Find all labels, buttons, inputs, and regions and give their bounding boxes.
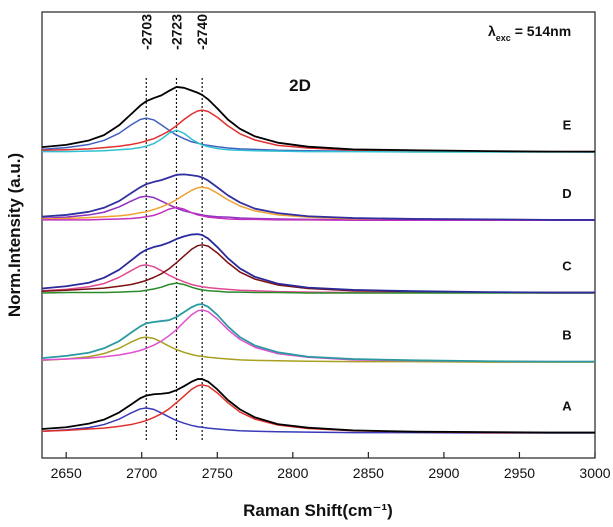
fit-component-line: [42, 129, 595, 153]
spectrum-line: [41, 86, 595, 153]
x-tick-label: 2950: [504, 465, 535, 481]
x-tick-label: 2800: [277, 465, 308, 481]
fit-component-line: [42, 206, 595, 222]
fit-component-line: [41, 282, 595, 294]
x-tick-label: 2850: [353, 465, 384, 481]
fit-component-line: [41, 109, 595, 153]
spectrum-line: [41, 378, 595, 434]
y-axis-label: Norm.Intensity (a.u.): [5, 153, 24, 317]
spectrum-label: E: [563, 118, 572, 133]
x-tick-label: 2750: [202, 465, 233, 481]
spectrum-label: C: [562, 259, 572, 274]
fit-component-line: [41, 244, 595, 294]
excitation-subscript: exc: [496, 33, 511, 43]
reference-label: -2723: [168, 14, 184, 50]
band-annotation: 2D: [289, 76, 311, 95]
fit-component-line: [41, 309, 595, 363]
reference-label: -2740: [194, 14, 210, 50]
excitation-symbol: λ: [488, 23, 496, 39]
x-tick-label: 2650: [51, 465, 82, 481]
spectrum-label: B: [562, 328, 571, 343]
reference-label: -2703: [138, 14, 154, 50]
spectrum-line: [41, 233, 595, 294]
fit-component-line: [41, 407, 595, 434]
x-tick-label: 3000: [579, 465, 610, 481]
plot-frame: [41, 11, 596, 459]
x-tick-label: 2700: [126, 465, 157, 481]
excitation-label: λexc = 514nm: [488, 23, 571, 43]
x-tick-label: 2900: [428, 465, 459, 481]
spectrum-label: D: [562, 186, 571, 201]
excitation-text: = 514nm: [511, 23, 571, 39]
spectrum-line: [41, 173, 595, 221]
x-axis-label: Raman Shift(cm⁻¹): [243, 501, 393, 520]
fit-component-line: [41, 336, 595, 363]
spectrum-line: [41, 303, 595, 363]
spectrum-label: A: [562, 399, 572, 414]
